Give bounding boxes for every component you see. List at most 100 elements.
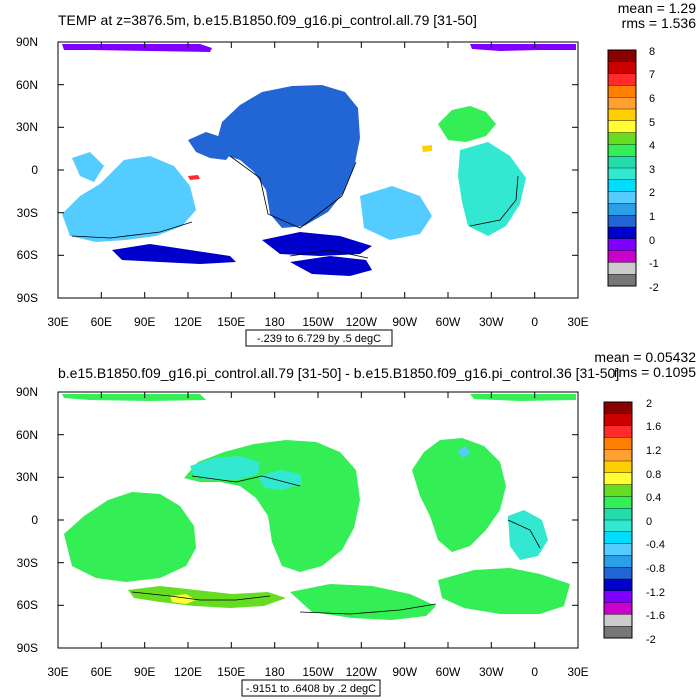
range-box-frame (241, 679, 381, 697)
colorbar-swatch (603, 519, 633, 533)
lon-tick-label: 90E (134, 315, 155, 329)
lon-tick-label: 150E (217, 665, 245, 679)
colorbar-swatch (607, 167, 637, 181)
colorbar-swatch (607, 274, 637, 287)
contour-line (131, 591, 271, 601)
colorbar-label: 8 (649, 46, 655, 58)
field-region (262, 232, 372, 256)
lat-tick-label: 60N (16, 428, 38, 442)
colorbar-label: 2 (646, 398, 652, 410)
colorbar-swatch (603, 437, 633, 450)
lat-tick-label: 30S (17, 206, 38, 220)
colorbar-swatch (607, 262, 637, 275)
field-region (290, 256, 372, 276)
colorbar-swatch (607, 132, 637, 145)
colorbar-swatches (603, 401, 633, 639)
lon-axis-labels: 30E 60E 90E 120E 150E 180 150W 120W 90W … (47, 315, 588, 329)
contour-line (469, 175, 519, 227)
colorbar-swatch (603, 460, 633, 474)
colorbar-label: 2 (649, 187, 655, 199)
lat-axis-labels: 90N 60N 30N 0 30S 60S 90S (16, 35, 38, 305)
range-label: -.239 to 6.729 by .5 degC (257, 333, 381, 345)
colorbar-labels: 8 7 6 5 4 3 2 1 0 -1 -2 (649, 46, 659, 294)
lat-tick-label: 30S (17, 556, 38, 570)
panel-title: b.e15.B1850.f09_g16.pi_control.all.79 [3… (58, 365, 619, 381)
lon-tick-label: 60W (436, 665, 461, 679)
field-region (458, 446, 470, 458)
contour-line (191, 475, 301, 487)
lat-tick-label: 0 (31, 163, 38, 177)
lon-tick-label: 0 (531, 665, 538, 679)
colorbar-label: 5 (649, 117, 655, 129)
colorbar-swatch (607, 85, 637, 98)
colorbar-swatch (607, 203, 637, 216)
colorbar-swatch (603, 555, 633, 568)
colorbar-label: -0.4 (646, 539, 665, 551)
lat-tick-label: 30N (16, 470, 38, 484)
colorbar-swatch (603, 413, 633, 427)
colorbar-label: 4 (649, 140, 655, 152)
rms-label: rms = 0.1095 (614, 364, 696, 380)
colorbar: 2 1.6 1.2 0.8 0.4 0 -0.4 -0.8 -1.2 -1.6 … (603, 398, 665, 646)
colorbar-swatch (603, 531, 633, 545)
map-area (57, 391, 579, 649)
field-region (62, 44, 212, 52)
lon-tick-label: 60E (91, 315, 112, 329)
lon-axis-labels: 30E 60E 90E 120E 150E 180 150W 120W 90W … (47, 665, 588, 679)
lon-tick-label: 150W (302, 315, 334, 329)
lon-ticks (57, 42, 579, 298)
range-info-box: -.9151 to .6408 by .2 degC (241, 679, 381, 697)
lat-tick-label: 90S (17, 291, 38, 305)
field-region-arctic (470, 394, 576, 401)
field-region (72, 152, 104, 182)
lon-tick-label: 30W (479, 665, 504, 679)
field-region (215, 85, 360, 228)
field-region (258, 470, 302, 490)
contour-line (71, 221, 193, 239)
map-area (57, 41, 579, 299)
colorbar-swatch (603, 614, 633, 627)
colorbar-label: 1.2 (646, 445, 661, 457)
lat-tick-label: 90S (17, 641, 38, 655)
field-region (422, 145, 432, 152)
colorbar-swatch (607, 96, 637, 110)
colorbar-swatch (603, 496, 633, 509)
field-region (64, 492, 196, 582)
colorbar-swatch (603, 425, 633, 438)
lon-tick-label: 180 (265, 665, 285, 679)
colorbar-swatch (607, 144, 637, 157)
colorbar-label: 1 (649, 211, 655, 223)
colorbar-labels: 2 1.6 1.2 0.8 0.4 0 -0.4 -0.8 -1.2 -1.6 … (646, 398, 665, 646)
field-region (188, 132, 234, 160)
range-box-frame (245, 329, 393, 347)
colorbar-swatches (607, 49, 637, 287)
colorbar-label: -2 (646, 634, 656, 646)
colorbar-label: 3 (649, 164, 655, 176)
lon-tick-label: 120W (346, 665, 378, 679)
mean-label: mean = 0.05432 (594, 349, 696, 365)
colorbar-label: -1.2 (646, 587, 665, 599)
colorbar-label: 0 (646, 516, 652, 528)
colorbar-swatch (607, 179, 637, 193)
colorbar-swatch (603, 508, 633, 521)
colorbar-swatch (603, 590, 633, 604)
colorbar-label: 7 (649, 69, 655, 81)
panel-top: TEMP at z=3876.5m, b.e15.B1850.f09_g16.p… (16, 0, 696, 347)
lon-tick-label: 180 (265, 315, 285, 329)
field-region (508, 510, 548, 560)
lon-tick-label: 120E (174, 315, 202, 329)
colorbar-label: 0.4 (646, 492, 661, 504)
colorbar-swatch (603, 543, 633, 556)
colorbar: 8 7 6 5 4 3 2 1 0 -1 -2 (607, 46, 659, 294)
lon-tick-label: 30E (567, 665, 588, 679)
lon-tick-label: 90W (392, 665, 417, 679)
field-region (412, 438, 506, 552)
colorbar-swatch (603, 401, 633, 415)
colorbar-swatch (607, 120, 637, 134)
lat-axis-labels: 90N 60N 30N 0 30S 60S 90S (16, 385, 38, 655)
mean-label: mean = 1.29 (618, 0, 696, 16)
colorbar-swatch (603, 626, 633, 639)
field-region (62, 156, 196, 242)
field-region (360, 186, 432, 240)
colorbar-label: -0.8 (646, 563, 665, 575)
